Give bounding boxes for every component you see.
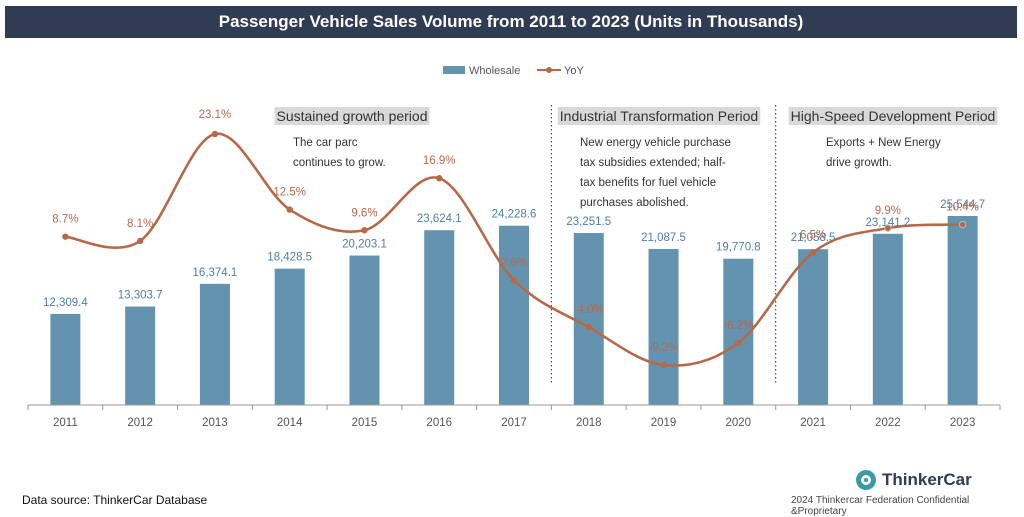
x-tick-label-2015: 2015 bbox=[352, 417, 378, 429]
period-note-2-line-4: purchases abolished. bbox=[580, 197, 689, 209]
yoy-point-2020 bbox=[735, 339, 742, 347]
bar-label-2016: 23,624.1 bbox=[417, 213, 462, 225]
yoy-point-2016 bbox=[436, 175, 443, 182]
period-note-3-line-2: drive growth. bbox=[826, 157, 892, 169]
bar-label-2013: 16,374.1 bbox=[193, 267, 238, 279]
yoy-point-2022 bbox=[884, 224, 892, 232]
yoy-point-2012 bbox=[136, 237, 144, 245]
bar-2014 bbox=[274, 268, 305, 405]
x-tick-label-2014: 2014 bbox=[277, 417, 303, 429]
bar-2017 bbox=[499, 225, 529, 405]
brand-name: ThinkerCar bbox=[882, 470, 972, 489]
yoy-point-2017 bbox=[510, 276, 518, 284]
bar-label-2017: 24,228.6 bbox=[492, 209, 537, 221]
period-note-2-line-1: New energy vehicle purchase bbox=[580, 137, 731, 149]
yoy-label-2021: 6.5% bbox=[800, 229, 826, 241]
bar-label-2023: 25,544.7 bbox=[940, 199, 985, 211]
period-note-3-line-1: Exports + New Energy bbox=[826, 137, 941, 149]
x-tick-label-2019: 2019 bbox=[651, 417, 677, 429]
confidential-note: 2024 Thinkercar Federation Confidential … bbox=[791, 495, 970, 517]
bar-2019 bbox=[648, 248, 679, 405]
yoy-label-2020: -6.2% bbox=[723, 320, 753, 332]
yoy-point-2021 bbox=[809, 249, 817, 256]
yoy-label-2023: 10.4% bbox=[946, 202, 979, 214]
x-tick-label-2022: 2022 bbox=[875, 417, 901, 429]
yoy-label-2017: 2.6% bbox=[501, 257, 527, 269]
period-title-bg-1 bbox=[274, 107, 430, 125]
x-tick-label-2018: 2018 bbox=[576, 417, 602, 429]
yoy-label-2022: 9.9% bbox=[875, 205, 901, 217]
bar-label-2014: 18,428.5 bbox=[267, 252, 312, 264]
x-tick-label-2013: 2013 bbox=[202, 417, 228, 429]
data-source-note: Data source: ThinkerCar Database bbox=[22, 493, 208, 507]
period-note-2-line-2: tax subsidies extended; half- bbox=[580, 157, 726, 169]
period-title-bg-3 bbox=[788, 107, 998, 125]
yoy-label-2018: -4.0% bbox=[574, 304, 604, 316]
yoy-point-2019 bbox=[660, 361, 667, 369]
period-note-1-line-2: continues to grow. bbox=[293, 157, 386, 169]
period-note-2-line-3: tax benefits for fuel vehicle bbox=[580, 177, 716, 189]
bar-label-2015: 20,203.1 bbox=[342, 239, 387, 251]
yoy-point-2023 bbox=[958, 220, 967, 229]
yoy-label-2011: 8.7% bbox=[52, 214, 78, 226]
period-title-bg-2 bbox=[557, 107, 761, 125]
x-tick-label-2017: 2017 bbox=[501, 417, 527, 429]
brand-logo: ThinkerCar bbox=[856, 470, 972, 490]
period-title-1: Sustained growth period bbox=[277, 108, 428, 124]
legend-wholesale-label: Wholesale bbox=[469, 65, 520, 77]
yoy-label-2016: 16.9% bbox=[423, 155, 456, 167]
x-tick-label-2016: 2016 bbox=[426, 417, 452, 429]
bar-2013 bbox=[199, 283, 230, 405]
yoy-point-2014 bbox=[286, 206, 293, 213]
x-tick-label-2020: 2020 bbox=[726, 417, 752, 429]
yoy-label-2014: 12.5% bbox=[273, 187, 306, 199]
period-note-1-line-1: The car parc bbox=[293, 137, 358, 149]
bar-2022 bbox=[872, 233, 903, 405]
yoy-label-2019: -9.3% bbox=[649, 342, 679, 354]
yoy-label-2012: 8.1% bbox=[127, 218, 153, 230]
yoy-point-2015 bbox=[361, 227, 368, 234]
legend-yoy-label: YoY bbox=[564, 65, 584, 77]
legend-wholesale-swatch bbox=[443, 66, 465, 74]
x-tick-label-2012: 2012 bbox=[127, 417, 153, 429]
bar-label-2012: 13,303.7 bbox=[118, 290, 163, 302]
bar-2015 bbox=[349, 255, 380, 405]
bar-2018 bbox=[573, 232, 604, 405]
bar-label-2018: 23,251.5 bbox=[566, 216, 611, 228]
chart-title: Passenger Vehicle Sales Volume from 2011… bbox=[5, 6, 1017, 38]
yoy-point-2011 bbox=[62, 233, 69, 240]
bar-label-2020: 19,770.8 bbox=[716, 242, 761, 254]
bar-2011 bbox=[50, 313, 81, 405]
bar-label-2019: 21,087.5 bbox=[641, 232, 686, 244]
yoy-point-2018 bbox=[585, 324, 592, 331]
legend-yoy-marker bbox=[546, 67, 552, 73]
period-title-2: Industrial Transformation Period bbox=[560, 108, 758, 124]
x-tick-label-2023: 2023 bbox=[950, 417, 976, 429]
x-tick-label-2021: 2021 bbox=[800, 417, 826, 429]
yoy-label-2015: 9.6% bbox=[351, 207, 377, 219]
period-title-3: High-Speed Development Period bbox=[791, 108, 996, 124]
bar-2021 bbox=[798, 249, 829, 405]
bar-label-2021: 21,058.5 bbox=[791, 232, 836, 244]
yoy-point-2013 bbox=[211, 130, 219, 138]
bar-2023 bbox=[947, 216, 978, 405]
x-tick-label-2011: 2011 bbox=[53, 417, 78, 429]
yoy-label-2013: 23.1% bbox=[199, 109, 232, 121]
thinkercar-logo-icon bbox=[856, 470, 876, 490]
bar-2012 bbox=[125, 306, 156, 405]
bar-label-2011: 12,309.4 bbox=[43, 297, 88, 309]
bar-2016 bbox=[424, 230, 455, 405]
